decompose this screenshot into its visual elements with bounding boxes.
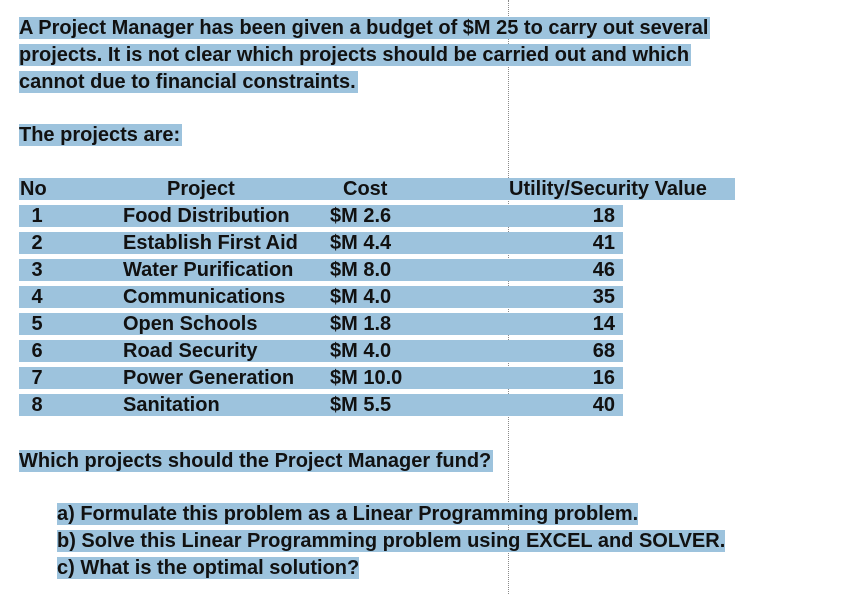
cell-value: 40	[592, 394, 615, 416]
task-b-text: b) Solve this Linear Programming problem…	[57, 530, 726, 552]
cell-no: 5	[31, 313, 43, 335]
table-header: No Project Cost Utility/Security Value	[19, 178, 735, 200]
intro-text-2: projects. It is not clear which projects…	[19, 44, 692, 66]
cell-cost: $M 2.6	[330, 205, 392, 227]
table-row: 6 Road Security $M 4.0 68	[19, 340, 623, 362]
task-c: c) What is the optimal solution?	[57, 557, 360, 579]
header-no: No	[20, 178, 47, 200]
projects-heading: The projects are:	[19, 124, 183, 146]
intro-text-1: A Project Manager has been given a budge…	[19, 17, 711, 39]
intro-line-2: projects. It is not clear which projects…	[19, 44, 692, 66]
table-row: 2 Establish First Aid $M 4.4 41	[19, 232, 623, 254]
projects-heading-text: The projects are:	[19, 124, 183, 146]
table-row: 4 Communications $M 4.0 35	[19, 286, 623, 308]
intro-line-1: A Project Manager has been given a budge…	[19, 17, 711, 39]
header-project: Project	[167, 178, 235, 200]
task-a-text: a) Formulate this problem as a Linear Pr…	[57, 503, 639, 525]
cell-project: Communications	[123, 286, 286, 308]
cell-value: 14	[592, 313, 615, 335]
cell-project: Road Security	[123, 340, 258, 362]
cell-cost: $M 8.0	[330, 259, 392, 281]
table-row: 7 Power Generation $M 10.0 16	[19, 367, 623, 389]
cell-no: 2	[31, 232, 43, 254]
task-c-text: c) What is the optimal solution?	[57, 557, 360, 579]
cell-no: 4	[31, 286, 43, 308]
intro-line-3: cannot due to financial constraints.	[19, 71, 358, 93]
table-row: 1 Food Distribution $M 2.6 18	[19, 205, 623, 227]
cell-value: 68	[592, 340, 615, 362]
question: Which projects should the Project Manage…	[19, 450, 494, 472]
cell-cost: $M 1.8	[330, 313, 392, 335]
cell-cost: $M 4.4	[330, 232, 392, 254]
cell-value: 41	[592, 232, 615, 254]
cell-value: 46	[592, 259, 615, 281]
cell-cost: $M 4.0	[330, 340, 392, 362]
cell-project: Power Generation	[123, 367, 295, 389]
task-b: b) Solve this Linear Programming problem…	[57, 530, 726, 552]
cell-value: 35	[592, 286, 615, 308]
header-cost: Cost	[343, 178, 388, 200]
cell-no: 7	[31, 367, 43, 389]
header-value: Utility/Security Value	[509, 178, 707, 200]
task-a: a) Formulate this problem as a Linear Pr…	[57, 503, 639, 525]
cell-no: 6	[31, 340, 43, 362]
table-row: 5 Open Schools $M 1.8 14	[19, 313, 623, 335]
intro-text-3: cannot due to financial constraints.	[19, 71, 358, 93]
cell-project: Food Distribution	[123, 205, 290, 227]
cell-project: Sanitation	[123, 394, 220, 416]
cell-cost: $M 4.0	[330, 286, 392, 308]
cell-project: Open Schools	[123, 313, 258, 335]
cell-project: Water Purification	[123, 259, 294, 281]
table-row: 8 Sanitation $M 5.5 40	[19, 394, 623, 416]
question-text: Which projects should the Project Manage…	[19, 450, 494, 472]
cell-value: 18	[592, 205, 615, 227]
table-row: 3 Water Purification $M 8.0 46	[19, 259, 623, 281]
cell-no: 1	[31, 205, 43, 227]
cell-value: 16	[592, 367, 615, 389]
cell-no: 8	[31, 394, 43, 416]
cell-cost: $M 10.0	[330, 367, 403, 389]
cell-project: Establish First Aid	[123, 232, 298, 254]
cell-no: 3	[31, 259, 43, 281]
cell-cost: $M 5.5	[330, 394, 392, 416]
